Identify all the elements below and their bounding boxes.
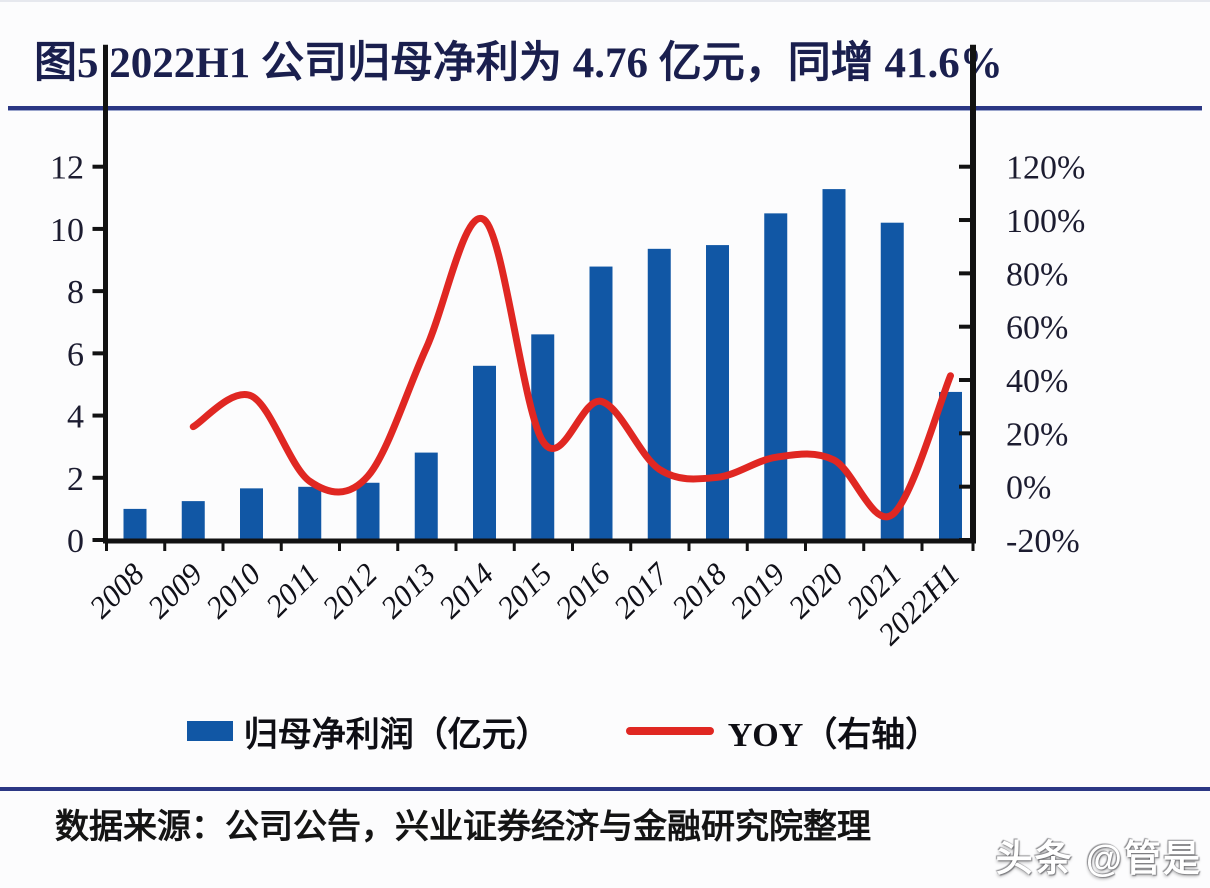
right-tick-label-100: 100%: [1006, 203, 1085, 240]
right-tick-label-60: 60%: [1006, 310, 1068, 347]
left-tick-label-6: 6: [67, 336, 84, 373]
left-tick-label-12: 12: [50, 150, 84, 187]
yoy-line: [189, 214, 954, 521]
left-tick-label-0: 0: [67, 523, 84, 560]
legend-bar-label: 归母净利润（亿元）: [243, 716, 550, 754]
right-tick-label--20: -20%: [1006, 523, 1080, 560]
x-label-2009: 2009: [141, 556, 210, 625]
bar-2022H1: [939, 391, 962, 540]
top-hairline: [0, 0, 1210, 2]
bar-2020: [822, 189, 846, 540]
x-label-2012: 2012: [315, 556, 384, 625]
combo-chart: 024681012-20%0%20%40%60%80%100%120%20082…: [50, 44, 1085, 652]
bar-2011: [298, 486, 322, 540]
x-label-2008: 2008: [82, 556, 151, 625]
bar-swatch-icon: [186, 721, 233, 741]
right-tick-label-0: 0%: [1006, 470, 1051, 507]
bar-2013: [414, 452, 438, 540]
line-swatch-icon: [625, 727, 714, 735]
chart-legend: 归母净利润（亿元） YOY（右轴）: [0, 702, 1168, 760]
bar-2017: [647, 248, 671, 541]
x-label-2010: 2010: [199, 556, 268, 625]
x-label-2014: 2014: [432, 556, 501, 625]
right-tick-label-40: 40%: [1006, 363, 1068, 400]
right-tick-label-20: 20%: [1006, 416, 1068, 453]
bar-2008: [123, 508, 147, 540]
x-label-2011: 2011: [259, 556, 326, 623]
watermark-text: 头条 @管是: [995, 838, 1202, 879]
x-label-2013: 2013: [374, 556, 443, 625]
bar-2009: [181, 501, 205, 540]
bar-2018: [706, 245, 729, 540]
bar-2010: [240, 488, 263, 540]
x-label-2019: 2019: [723, 556, 792, 625]
left-tick-label-10: 10: [50, 212, 84, 249]
x-label-2015: 2015: [490, 556, 559, 625]
left-tick-label-8: 8: [67, 274, 84, 311]
x-label-2016: 2016: [548, 556, 617, 625]
data-source-text: 数据来源：公司公告，兴业证券经济与金融研究院整理: [55, 809, 871, 846]
title-rule: [8, 106, 1202, 111]
bar-2012: [356, 482, 380, 540]
bar-2014: [473, 365, 496, 540]
bar-2021: [880, 222, 904, 540]
figure-title: 图5 2022H1 公司归母净利为 4.76 亿元，同增 41.6%: [34, 40, 1003, 87]
left-tick-label-4: 4: [67, 399, 84, 436]
right-tick-label-80: 80%: [1006, 256, 1068, 293]
legend-item-bar: 归母净利润（亿元）: [186, 707, 550, 756]
right-tick-label-120: 120%: [1006, 150, 1085, 187]
footer-rule: [0, 787, 1210, 791]
legend-line-label: YOY（右轴）: [727, 716, 940, 754]
x-label-2020: 2020: [781, 556, 850, 625]
legend-item-line: YOY（右轴）: [625, 707, 940, 756]
chart-area: 0 2 4 6 8 10 12 -20% 0% 20% 40% 60% 80% 100% 120% 2008 2…: [50, 44, 1085, 652]
bar-2019: [764, 213, 788, 541]
x-label-2017: 2017: [607, 555, 677, 625]
x-label-2018: 2018: [665, 556, 734, 625]
left-tick-label-2: 2: [67, 461, 84, 498]
